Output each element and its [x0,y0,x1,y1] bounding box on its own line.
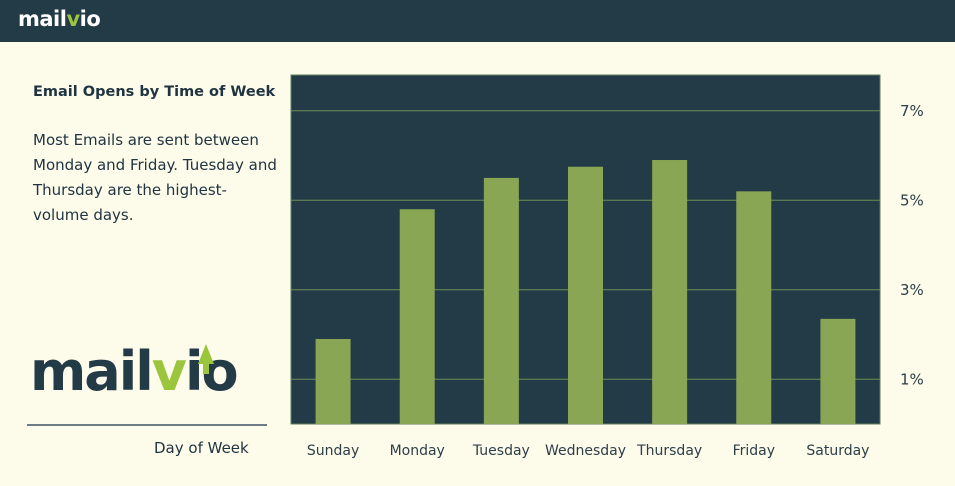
header-logo-end: io [79,7,101,31]
x-tick-label: Sunday [307,443,359,459]
x-tick-label: Thursday [636,443,702,459]
brand-logo-v: v [151,340,187,403]
x-tick-label: Friday [733,443,775,459]
y-tick-label: 3% [900,281,924,299]
header-logo-text: mail [18,7,67,31]
header-logo[interactable]: mailvio [18,7,101,31]
bar-sunday[interactable] [315,338,351,424]
chart-title: Email Opens by Time of Week [33,84,276,100]
divider [27,424,267,426]
x-axis-label: Day of Week [154,439,249,457]
y-tick-label: 7% [900,102,924,120]
x-tick-label: Monday [390,443,445,459]
arrow-up-icon [198,344,214,374]
y-tick-label: 5% [900,191,924,209]
header-logo-v: v [66,7,80,31]
bar-saturday[interactable] [820,318,856,424]
chart-description: Most Emails are sent between Monday and … [33,131,277,224]
top-bar: mailvio [0,0,955,42]
bar-thursday[interactable] [652,160,688,424]
x-tick-label: Saturday [806,443,869,459]
x-tick-label: Wednesday [545,443,626,459]
y-tick-label: 1% [900,370,924,388]
brand-logo: mailvio [30,334,270,404]
bar-friday[interactable] [736,191,772,424]
brand-logo-end: io [184,340,239,403]
brand-logo-text: mail [30,340,154,403]
bar-wednesday[interactable] [568,166,603,424]
bar-tuesday[interactable] [483,177,519,424]
x-tick-label: Tuesday [472,443,530,459]
bar-monday[interactable] [399,209,435,424]
